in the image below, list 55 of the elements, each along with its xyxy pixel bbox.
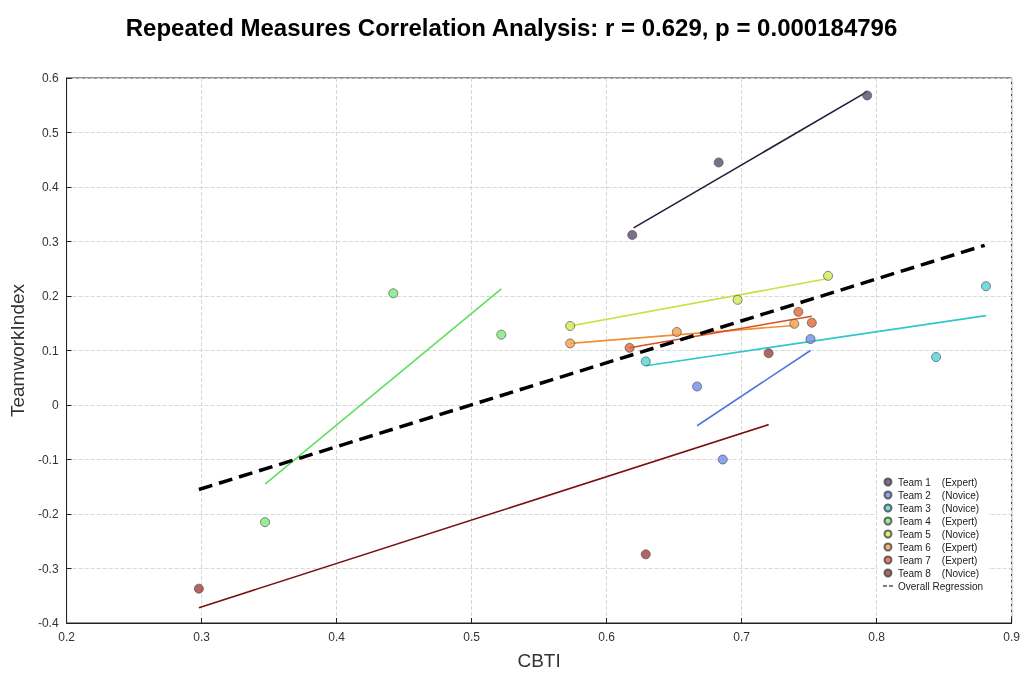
- x-axis-title: CBTI: [517, 650, 561, 671]
- point: [565, 338, 576, 349]
- y-tick-label: 0.3: [41, 234, 59, 249]
- point: [713, 157, 724, 168]
- point: [717, 454, 728, 465]
- legend-label: Team 5 (Novice): [897, 528, 980, 540]
- legend-label: Team 6 (Expert): [897, 541, 978, 553]
- x-tick-label: 0.9: [1003, 630, 1021, 644]
- point: [981, 281, 991, 292]
- point: [763, 348, 774, 359]
- point: [496, 329, 507, 340]
- point: [624, 342, 635, 353]
- y-tick-label: -0.4: [37, 616, 59, 630]
- point: [671, 327, 682, 337]
- legend-label: Team 7 (Expert): [897, 554, 978, 566]
- point: [789, 318, 800, 329]
- y-axis-title: TeamworkIndex: [7, 283, 28, 418]
- chart-title: Repeated Measures Correlation Analysis: r = 0.629, p = 0.000184796: [125, 13, 898, 41]
- y-tick-label: 0: [51, 398, 59, 412]
- y-tick-label: -0.1: [37, 452, 59, 467]
- y-tick-label: 0.4: [41, 180, 59, 194]
- point: [793, 306, 804, 317]
- y-tick-label: -0.3: [37, 561, 59, 576]
- point: [260, 517, 270, 528]
- x-tick-label: 0.2: [58, 630, 76, 644]
- legend-label: Overall Regression: [897, 580, 984, 592]
- point: [931, 352, 941, 362]
- point: [806, 317, 817, 328]
- legend-label: Team 1 (Expert): [897, 476, 978, 488]
- y-tick-label: -0.2: [37, 507, 59, 521]
- x-tick-label: 0.7: [733, 630, 751, 644]
- y-tick-label: 0.1: [41, 343, 59, 358]
- point: [640, 356, 651, 367]
- point: [388, 288, 399, 299]
- point: [640, 549, 651, 560]
- y-tick-label: 0.2: [41, 289, 59, 303]
- point: [862, 90, 873, 101]
- point: [823, 270, 833, 281]
- point: [565, 321, 576, 331]
- point: [627, 230, 638, 240]
- y-tick-label: 0.5: [41, 125, 59, 140]
- x-tick-label: 0.6: [598, 630, 616, 644]
- x-tick-label: 0.8: [868, 630, 886, 644]
- x-tick-label: 0.5: [463, 630, 481, 644]
- point: [692, 381, 702, 392]
- legend-label: Team 2 (Novice): [897, 489, 980, 501]
- legend-label: Team 4 (Expert): [897, 515, 978, 527]
- x-tick-label: 0.4: [328, 630, 346, 644]
- legend-label: Team 3 (Novice): [897, 502, 980, 514]
- legend-label: Team 8 (Novice): [897, 567, 980, 579]
- point: [805, 334, 816, 344]
- y-tick-label: 0.6: [41, 71, 59, 85]
- point: [194, 583, 204, 594]
- point: [732, 294, 743, 305]
- x-tick-label: 0.3: [193, 630, 211, 644]
